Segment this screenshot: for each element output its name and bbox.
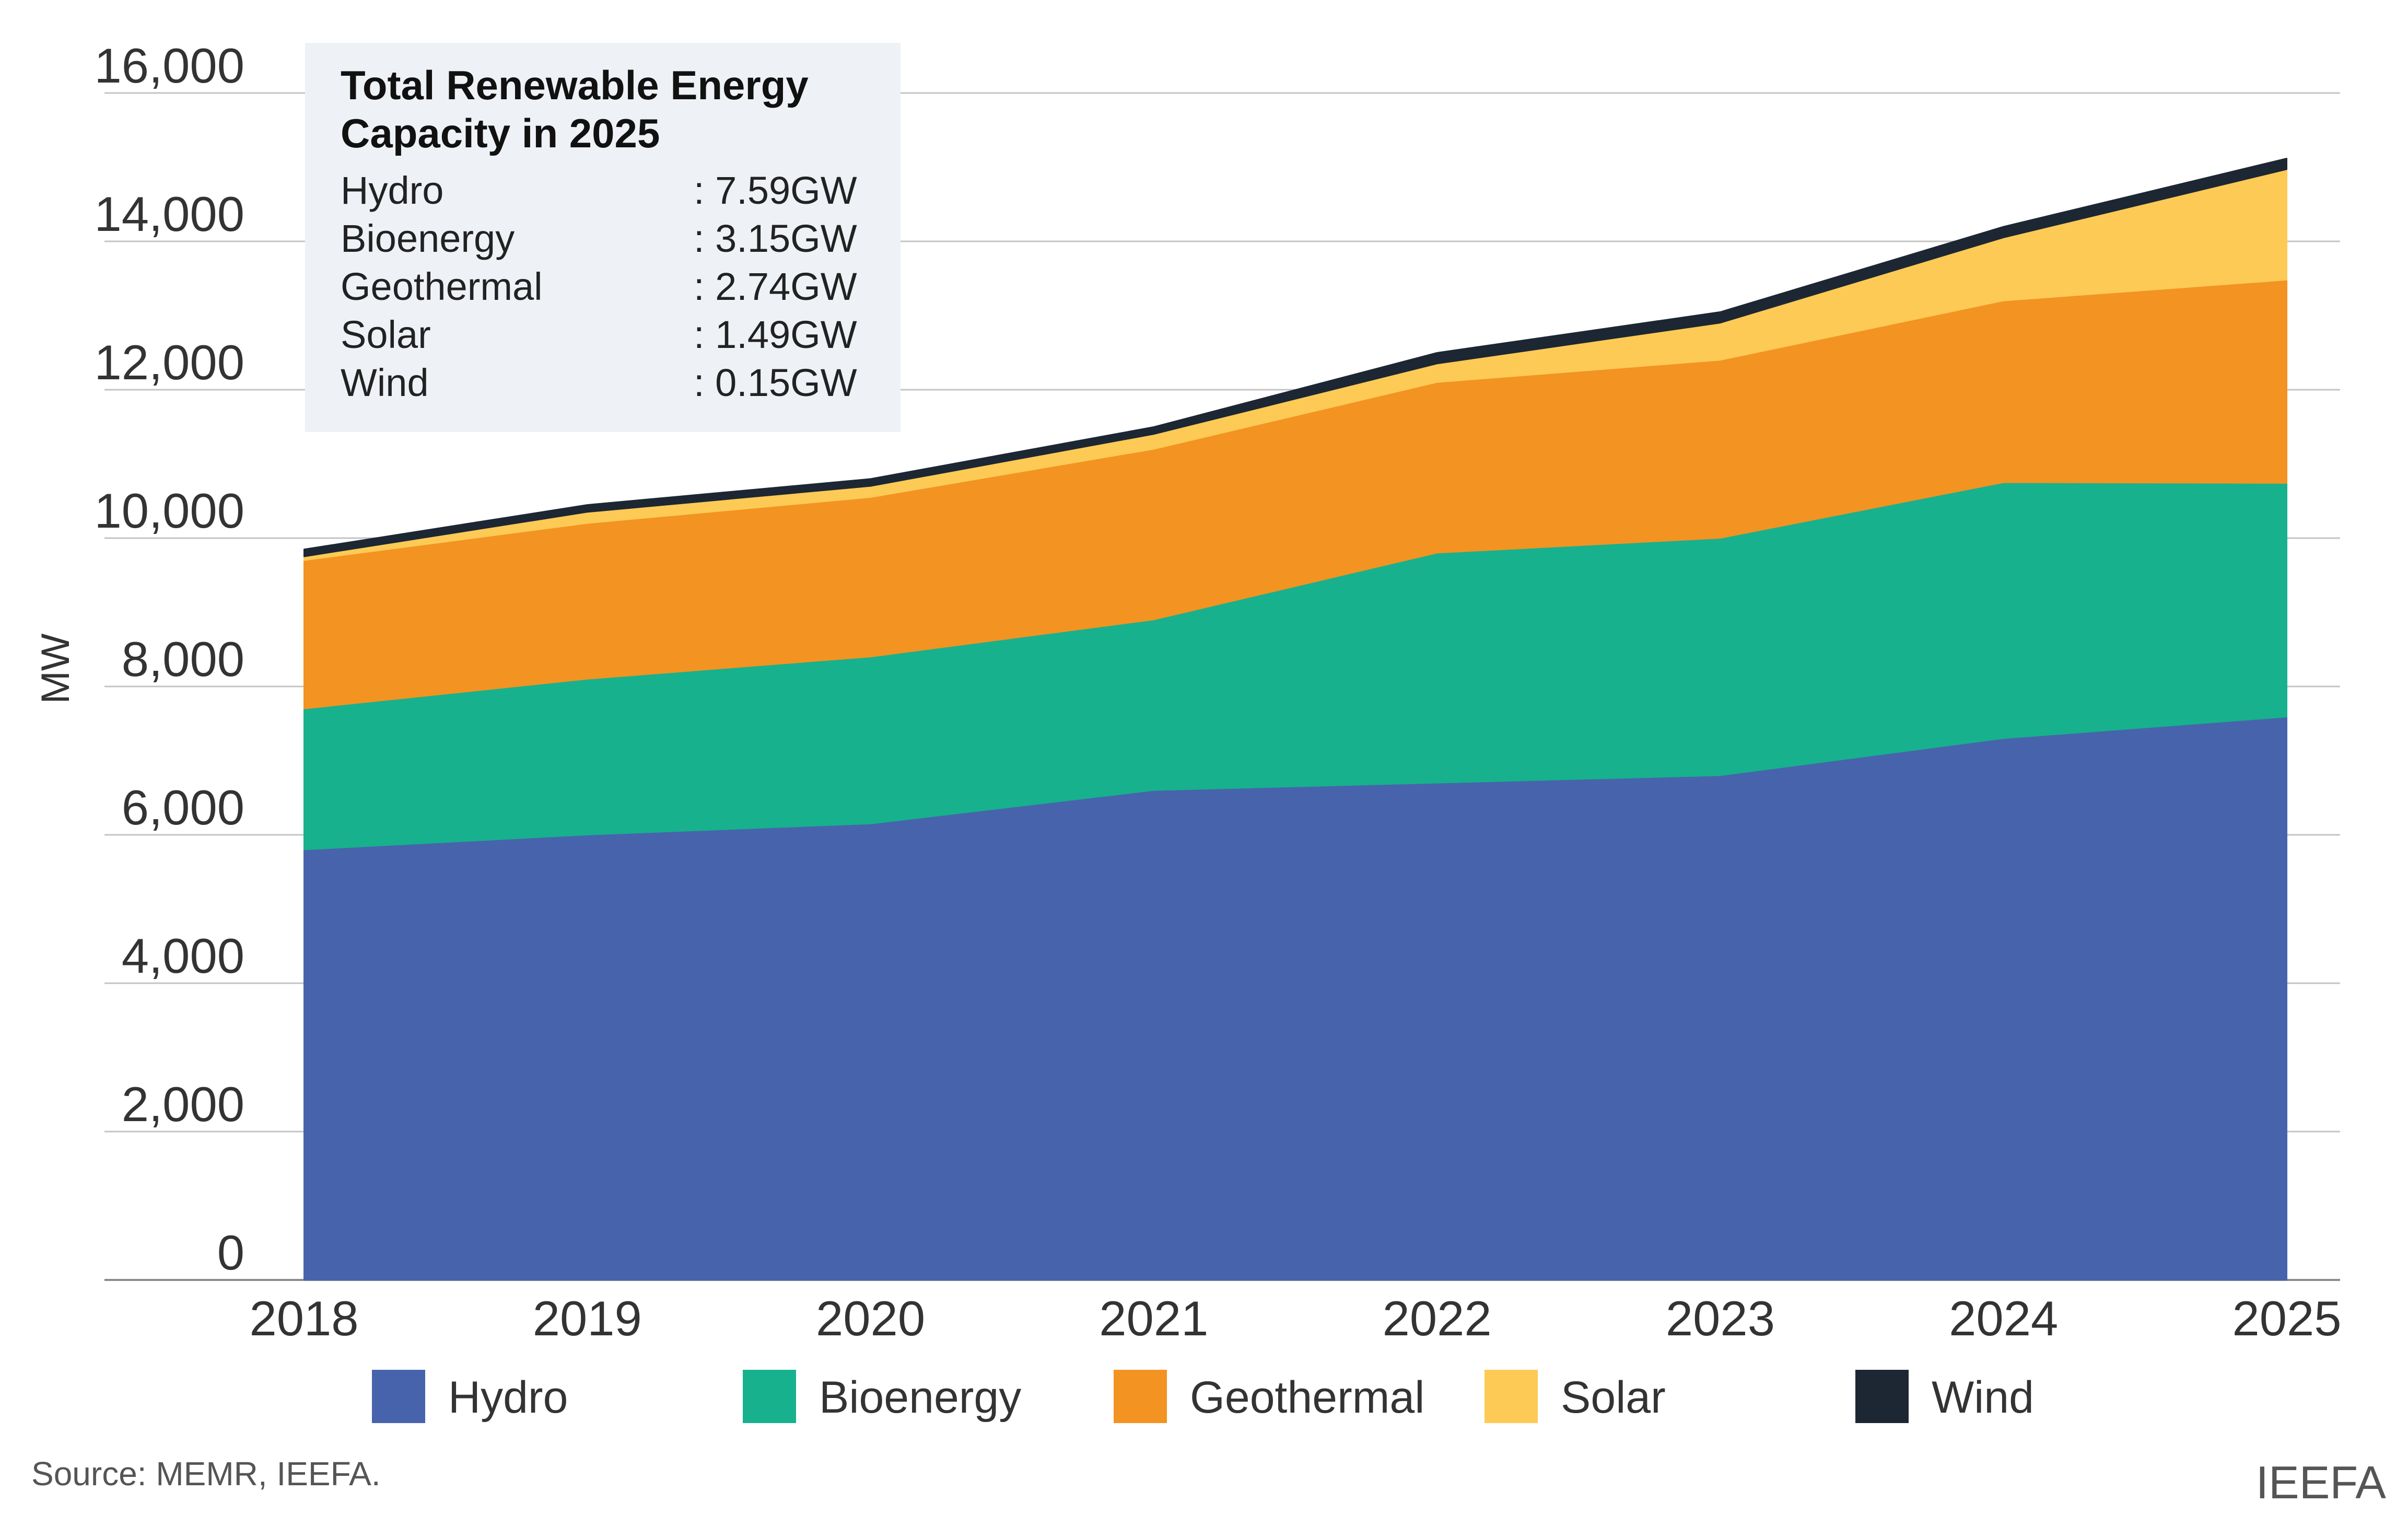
summary-rows: Hydro : 7.59GW Bioenergy : 3.15GW Geothermal… bbox=[341, 169, 857, 404]
summary-row-label: Wind bbox=[341, 361, 429, 404]
summary-row-value: : 1.49GW bbox=[694, 313, 857, 356]
summary-box-background bbox=[305, 43, 901, 432]
legend-label-geothermal: Geothermal bbox=[1190, 1372, 1424, 1423]
x-tick-labels: 2018 2019 2020 2021 2022 2023 2024 2025 bbox=[249, 1291, 2341, 1346]
legend-label-bioenergy: Bioenergy bbox=[819, 1372, 1021, 1423]
legend-swatch-geothermal bbox=[1114, 1370, 1167, 1423]
legend-swatch-solar bbox=[1484, 1370, 1538, 1423]
summary-row-label: Solar bbox=[341, 313, 431, 356]
legend-label-hydro: Hydro bbox=[448, 1372, 568, 1423]
x-tick-label: 2025 bbox=[2232, 1291, 2341, 1346]
x-tick-label: 2019 bbox=[533, 1291, 642, 1346]
y-tick-label: 8,000 bbox=[122, 632, 244, 686]
y-tick-label: 6,000 bbox=[122, 780, 244, 835]
summary-row-label: Hydro bbox=[341, 169, 443, 212]
y-axis-title: MW bbox=[33, 633, 78, 704]
summary-row-value: : 0.15GW bbox=[694, 361, 857, 404]
y-tick-label: 10,000 bbox=[94, 483, 244, 538]
x-tick-label: 2020 bbox=[816, 1291, 925, 1346]
source-note: Source: MEMR, IEEFA. bbox=[31, 1455, 381, 1493]
summary-row-value: : 7.59GW bbox=[694, 169, 857, 212]
summary-row-label: Geothermal bbox=[341, 265, 543, 308]
legend-swatch-bioenergy bbox=[743, 1370, 796, 1423]
x-tick-label: 2021 bbox=[1099, 1291, 1208, 1346]
legend-label-wind: Wind bbox=[1932, 1372, 2034, 1423]
x-tick-label: 2024 bbox=[1949, 1291, 2058, 1346]
y-tick-label: 4,000 bbox=[122, 928, 244, 983]
summary-row-value: : 3.15GW bbox=[694, 217, 857, 260]
capacity-summary-box: Total Renewable Energy Capacity in 2025 … bbox=[305, 43, 901, 432]
summary-title-line1: Total Renewable Energy bbox=[341, 62, 809, 108]
legend-swatch-hydro bbox=[372, 1370, 425, 1423]
y-tick-label: 12,000 bbox=[94, 335, 244, 390]
y-tick-label: 14,000 bbox=[94, 187, 244, 241]
summary-row-label: Bioenergy bbox=[341, 217, 515, 260]
summary-row-value: : 2.74GW bbox=[694, 265, 857, 308]
legend-label-solar: Solar bbox=[1561, 1372, 1666, 1423]
brand-label: IEEFA bbox=[2256, 1457, 2387, 1508]
summary-title-line2: Capacity in 2025 bbox=[341, 110, 660, 156]
x-tick-label: 2018 bbox=[249, 1291, 358, 1346]
y-tick-label: 16,000 bbox=[94, 38, 244, 93]
legend-swatch-wind bbox=[1855, 1370, 1909, 1423]
legend: Hydro Bioenergy Geothermal Solar Wind bbox=[372, 1370, 2034, 1423]
x-tick-label: 2023 bbox=[1666, 1291, 1775, 1346]
area-wind bbox=[303, 158, 2287, 557]
stacked-areas bbox=[303, 158, 2287, 1280]
x-tick-label: 2022 bbox=[1383, 1291, 1492, 1346]
y-tick-label: 0 bbox=[217, 1225, 244, 1280]
y-tick-labels: 0 2,000 4,000 6,000 8,000 10,000 12,000 14,000 1… bbox=[94, 38, 244, 1280]
y-tick-label: 2,000 bbox=[122, 1077, 244, 1132]
